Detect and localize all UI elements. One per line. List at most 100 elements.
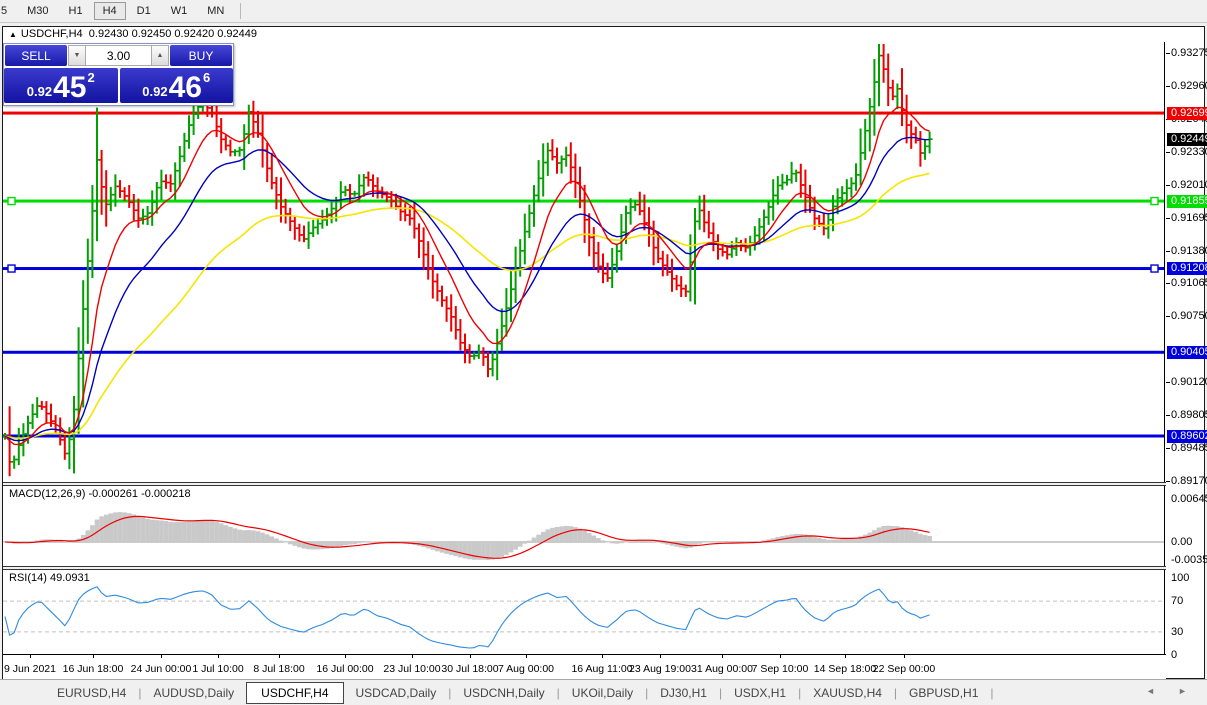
tab-usdcnh-daily[interactable]: USDCNH,Daily xyxy=(463,685,545,700)
hline-handle-left[interactable] xyxy=(7,264,16,273)
candle xyxy=(307,221,310,249)
candle-open-tick xyxy=(71,438,74,441)
chart-header[interactable]: ▲ USDCHF,H4 0.92430 0.92450 0.92420 0.924… xyxy=(3,27,1207,43)
timeframe-button-h4[interactable]: H4 xyxy=(93,2,126,20)
candle-open-tick xyxy=(475,354,478,357)
timeframe-button-d1[interactable]: D1 xyxy=(136,5,151,17)
candle xyxy=(413,202,416,239)
timeframe-button-5[interactable]: 5 xyxy=(1,5,8,17)
candle xyxy=(859,128,862,186)
candle-open-tick xyxy=(797,171,800,174)
sell-price-display[interactable]: 0.92 45 2 xyxy=(4,68,118,103)
tab-ukoil-daily[interactable]: UKOil,Daily xyxy=(571,685,634,700)
macd-histogram-bar xyxy=(632,540,638,542)
candle-open-tick xyxy=(871,105,874,108)
tab-gbpusd-h1[interactable]: GBPUSD,H1 xyxy=(909,685,979,700)
candle-open-tick xyxy=(636,203,639,206)
tab-usdchf-h4[interactable]: USDCHF,H4 xyxy=(246,681,344,704)
rsi-indicator-panel[interactable] xyxy=(3,570,1166,654)
macd-histogram-bar xyxy=(922,535,928,542)
hline-handle-left[interactable] xyxy=(7,196,16,206)
candle xyxy=(390,191,393,209)
volume-increase-button[interactable]: ▲ xyxy=(151,45,169,66)
timeframe-button-mn[interactable]: MN xyxy=(207,5,225,17)
timeframe-button-w1[interactable]: W1 xyxy=(170,5,188,17)
candle-open-tick xyxy=(347,189,350,191)
time-label: 24 Jun 00:00 xyxy=(130,663,192,675)
price-chart-canvas[interactable] xyxy=(3,42,1166,482)
candle-open-tick xyxy=(595,252,598,254)
candle-open-tick xyxy=(356,192,359,195)
candle-open-tick xyxy=(52,420,55,422)
tab-audusd-daily[interactable]: AUDUSD,Daily xyxy=(153,685,235,700)
candle-open-tick xyxy=(816,217,819,220)
price-tick-label: 0.91065 xyxy=(1171,277,1207,290)
candle xyxy=(809,184,811,213)
price-tick-mark xyxy=(1166,316,1170,318)
candle-open-tick xyxy=(250,111,253,113)
panel-separator-2[interactable] xyxy=(3,566,1166,570)
candle-open-tick xyxy=(25,433,28,435)
candle xyxy=(316,218,319,235)
macd-histogram-bar xyxy=(596,538,601,542)
macd-histogram-bar xyxy=(513,542,518,550)
candle-open-tick xyxy=(107,203,110,206)
panel-separator[interactable] xyxy=(3,482,1166,486)
hline-0.91208[interactable] xyxy=(3,267,1164,271)
candle-open-tick xyxy=(351,193,354,195)
candle xyxy=(928,131,931,154)
sell-button[interactable]: SELL xyxy=(5,45,67,66)
candle-open-tick xyxy=(715,240,718,243)
tab-scroll-left-icon[interactable]: ◄ xyxy=(1146,686,1155,696)
hline-0.90405[interactable] xyxy=(3,350,1164,354)
macd-histogram-bar xyxy=(343,542,348,546)
tab-separator: | xyxy=(645,685,649,700)
buy-price-pip: 6 xyxy=(202,70,211,85)
macd-histogram-bar xyxy=(228,526,233,542)
candle-open-tick xyxy=(788,178,791,181)
candle xyxy=(694,207,696,305)
hline-handle-right[interactable] xyxy=(1150,264,1159,273)
tab-scroll-right-icon[interactable]: ► xyxy=(1178,686,1187,696)
tab-usdx-h1[interactable]: USDX,H1 xyxy=(734,685,787,700)
buy-price-display[interactable]: 0.92 46 6 xyxy=(119,68,233,103)
time-axis[interactable]: 9 Jun 2021 16 Jun 18:00 24 Jun 00:00 1 Jul … xyxy=(3,654,1166,679)
candle-open-tick xyxy=(121,190,124,192)
macd-histogram-bar xyxy=(531,537,537,542)
candle-open-tick xyxy=(89,260,92,262)
candle xyxy=(86,238,89,344)
candle xyxy=(82,280,85,408)
candle xyxy=(59,417,62,446)
macd-indicator-panel[interactable] xyxy=(3,486,1166,566)
candle xyxy=(519,239,522,277)
macd-histogram-bar xyxy=(444,542,449,554)
macd-histogram-bar xyxy=(573,527,578,542)
timeframe-button-h1[interactable]: H1 xyxy=(68,5,83,17)
candle-open-tick xyxy=(245,133,248,135)
hline-0.92699[interactable] xyxy=(3,111,1164,115)
hline-handle-right[interactable] xyxy=(1150,196,1159,206)
macd-histogram-bar xyxy=(283,542,288,543)
hline-0.89602[interactable] xyxy=(3,434,1164,438)
candle xyxy=(496,328,499,381)
tab-eurusd-h4[interactable]: EURUSD,H4 xyxy=(57,685,127,700)
candle-close-tick xyxy=(930,138,933,140)
candle xyxy=(247,104,250,145)
macd-histogram-bar xyxy=(494,542,500,559)
candle xyxy=(261,114,264,168)
timeframe-button-m30[interactable]: M30 xyxy=(27,5,49,17)
candle xyxy=(123,187,126,201)
tab-usdcad-daily[interactable]: USDCAD,Daily xyxy=(355,685,437,700)
candle-open-tick xyxy=(268,167,271,170)
candle-open-tick xyxy=(632,206,635,208)
tab-xauusd-h4[interactable]: XAUUSD,H4 xyxy=(813,685,882,700)
buy-button[interactable]: BUY xyxy=(170,45,232,66)
candle xyxy=(726,247,729,260)
candle-open-tick xyxy=(843,192,846,194)
candle-open-tick xyxy=(669,271,672,273)
candle-open-tick xyxy=(471,355,474,357)
tab-dj30-h1[interactable]: DJ30,H1 xyxy=(660,685,707,700)
candle xyxy=(27,415,29,444)
volume-input[interactable] xyxy=(86,45,151,66)
volume-decrease-button[interactable]: ▼ xyxy=(68,45,86,66)
